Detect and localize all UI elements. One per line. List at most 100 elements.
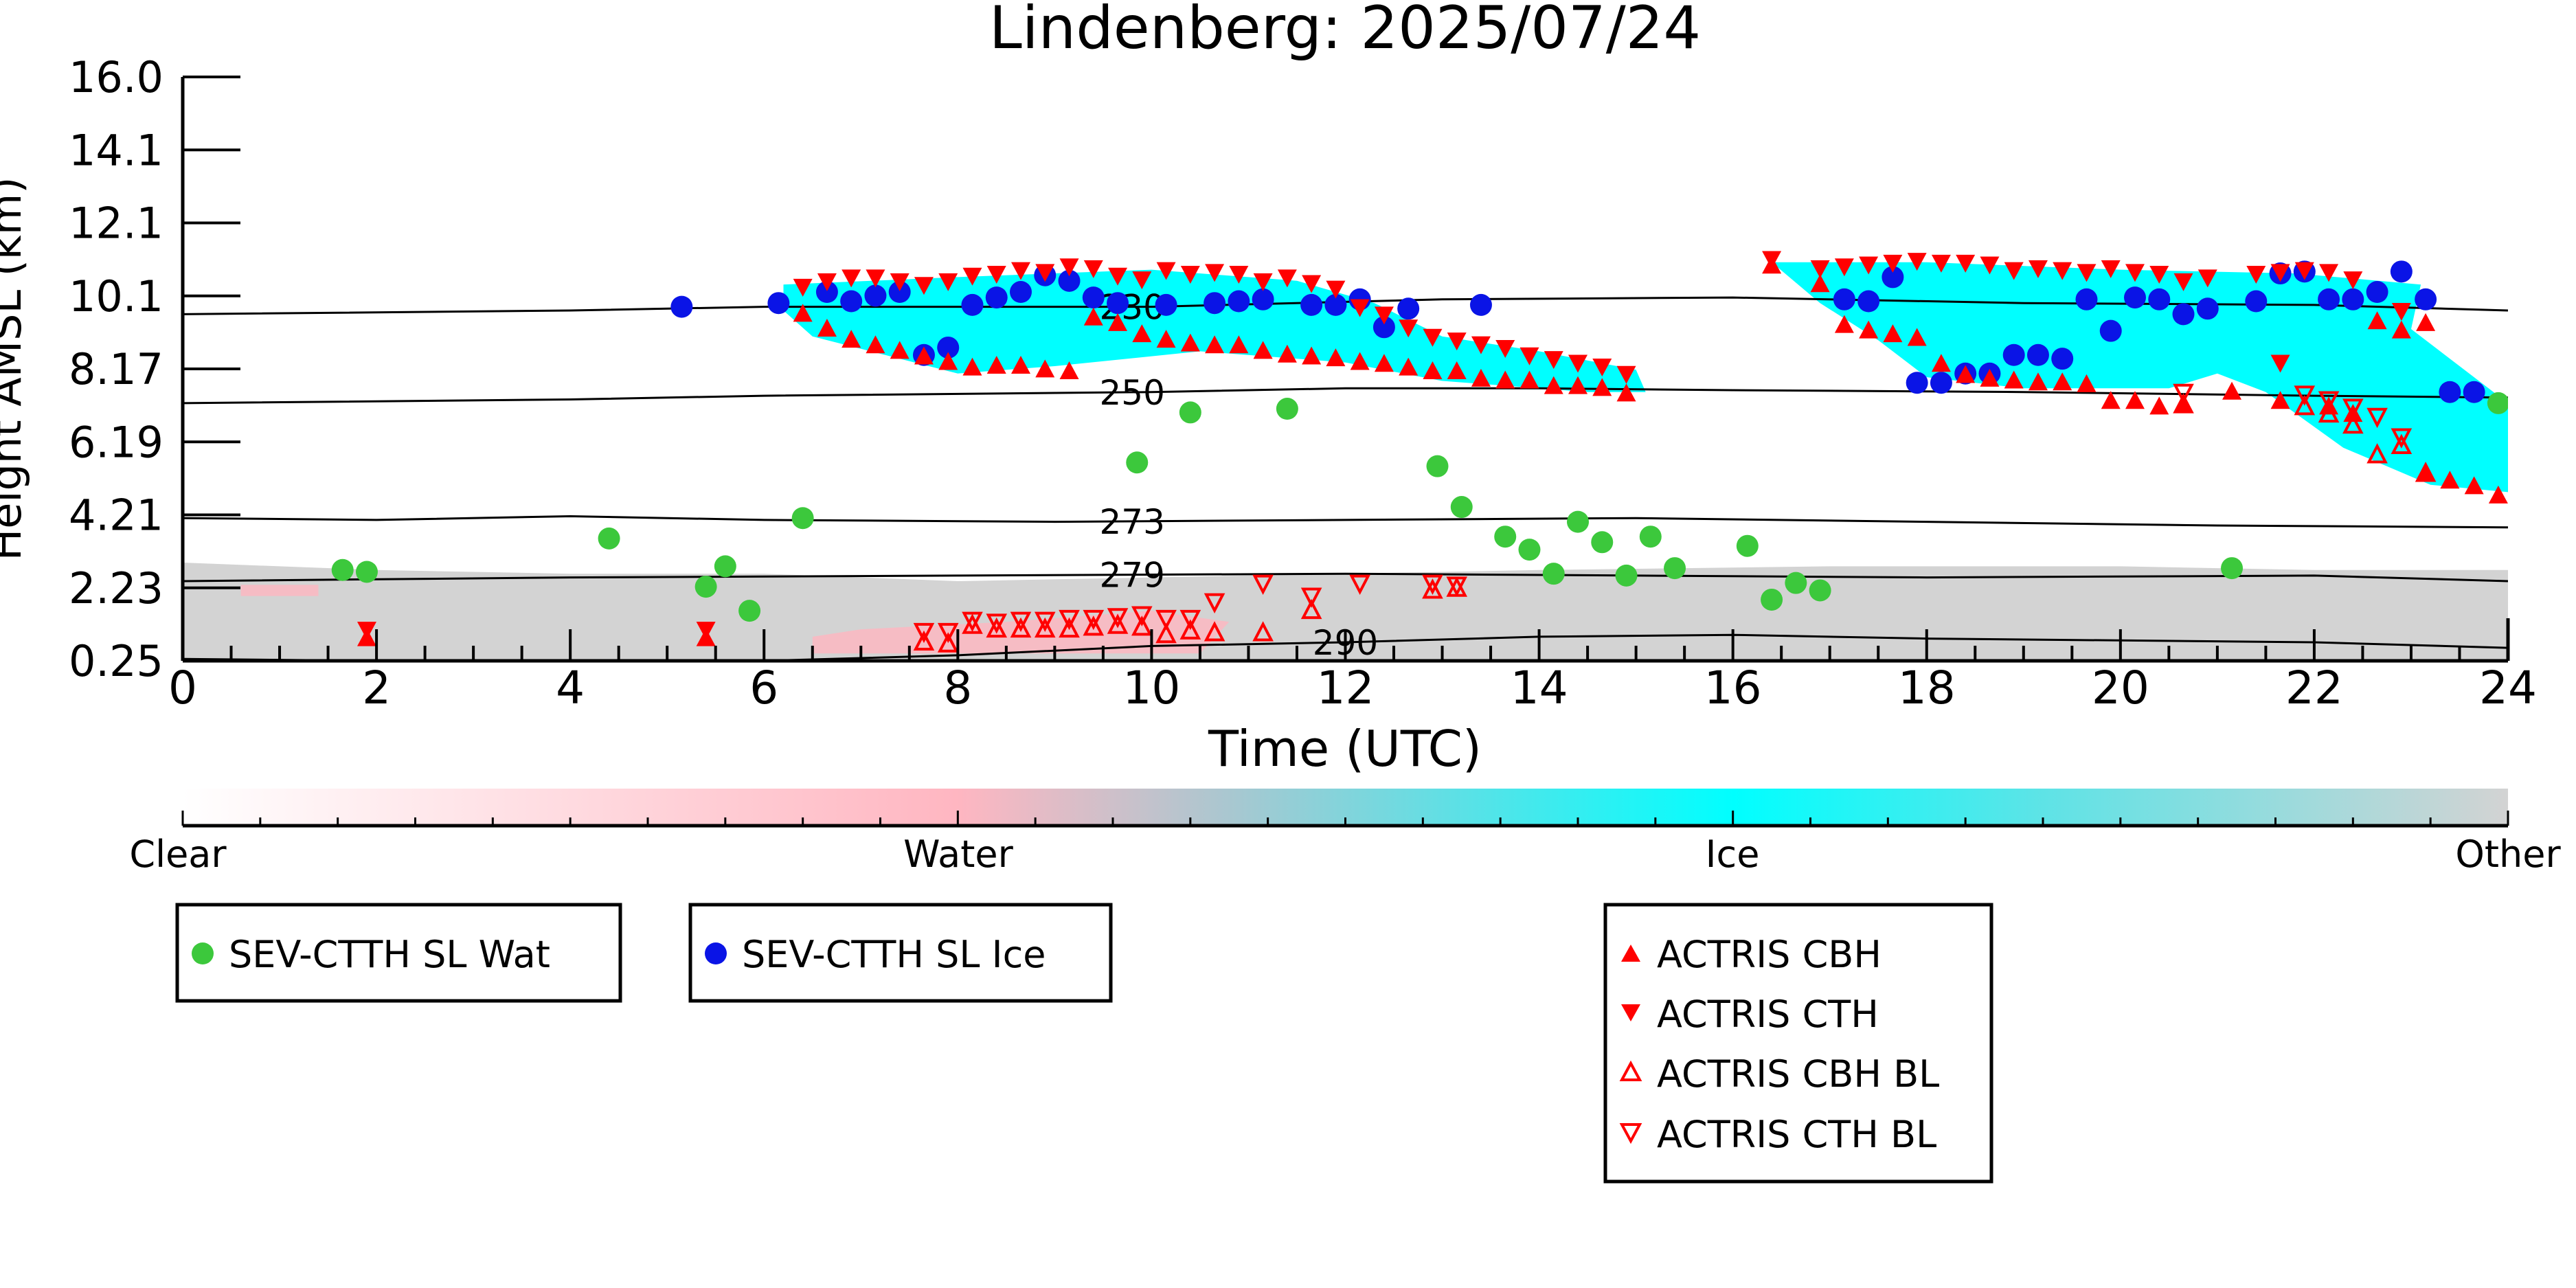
point-actris-cth	[1350, 299, 1370, 317]
legend-label-wat: SEV-CTTH SL Wat	[229, 933, 550, 976]
point-actris-cbh	[1810, 274, 1830, 293]
point-actris-cth	[357, 622, 376, 640]
y-tick-label: 2.23	[69, 563, 163, 613]
point-sev-ctth-sl-ice	[840, 290, 863, 313]
point-actris-cth-bl	[2318, 391, 2340, 411]
point-actris-cbh	[1399, 357, 1419, 376]
point-actris-cth	[1956, 254, 1976, 273]
colorbar-label-ice: Ice	[1706, 833, 1760, 876]
point-sev-ctth-sl-wat	[1664, 557, 1686, 580]
point-sev-ctth-sl-ice	[1882, 266, 1904, 289]
x-tick-label: 2	[362, 662, 391, 714]
point-sev-ctth-sl-wat	[1518, 539, 1541, 561]
point-actris-cth	[2246, 266, 2266, 284]
point-sev-ctth-sl-wat	[2221, 557, 2244, 580]
point-actris-cth-bl	[1107, 608, 1129, 629]
point-actris-cbh-bl	[1034, 617, 1056, 638]
point-sev-ctth-sl-ice	[1228, 290, 1250, 313]
point-actris-cbh	[1011, 355, 1031, 374]
point-actris-cth	[1205, 264, 1225, 282]
point-sev-ctth-sl-ice	[1082, 286, 1105, 309]
point-sev-ctth-sl-wat	[1809, 579, 1831, 602]
point-sev-ctth-sl-wat	[1615, 564, 1638, 587]
point-actris-cbh	[1568, 376, 1588, 394]
point-actris-cth	[1399, 319, 1419, 338]
point-actris-cth	[1253, 273, 1273, 291]
point-actris-cbh-bl	[2415, 462, 2437, 482]
point-actris-cbh	[2270, 391, 2290, 409]
point-actris-cth-bl	[1034, 611, 1056, 632]
point-actris-cth	[2391, 303, 2411, 321]
point-actris-cbh	[2416, 313, 2436, 331]
point-actris-cbh-bl	[1422, 578, 1443, 599]
contour-label-279: 279	[1099, 556, 1164, 596]
point-actris-cbh-bl	[1083, 615, 1105, 636]
x-tick-label: 6	[749, 662, 778, 714]
point-actris-cth	[2270, 264, 2290, 282]
point-actris-cbh	[2440, 471, 2460, 489]
contour-line-273	[183, 515, 2508, 529]
phase-region-water	[240, 585, 319, 596]
point-actris-cbh	[1083, 307, 1103, 326]
cloud-phase-fields	[183, 262, 2508, 661]
y-ticks: 0.25 2.23 4.21 6.19 8.17 10.1 12.1 14.1 16.0	[69, 52, 240, 686]
point-actris-cbh	[2028, 372, 2048, 391]
point-actris-cth	[1156, 262, 1176, 280]
point-actris-cbh	[2053, 372, 2072, 391]
point-actris-cbh	[2149, 396, 2169, 415]
point-actris-cth	[1495, 339, 1515, 358]
point-actris-cbh	[1519, 370, 1539, 389]
point-actris-cbh-bl	[1107, 613, 1129, 634]
contour-label-273: 273	[1099, 502, 1164, 542]
colorbar-ticks	[181, 811, 2509, 826]
point-actris-cth	[1059, 258, 1079, 277]
point-actris-cbh	[986, 355, 1006, 374]
point-actris-cbh	[817, 318, 837, 337]
point-sev-ctth-sl-ice	[670, 295, 693, 318]
point-actris-cbh	[1956, 365, 1976, 383]
point-actris-cth	[2343, 271, 2363, 290]
point-actris-cbh	[1592, 378, 1612, 396]
point-actris-cth	[1229, 266, 1249, 284]
legend-label-cbh: ACTRIS CBH	[1657, 933, 1882, 976]
point-sev-ctth-sl-ice	[1324, 293, 1347, 316]
point-actris-cbh	[1883, 324, 1903, 343]
point-actris-cbh-bl	[2318, 402, 2340, 423]
point-sev-ctth-sl-wat	[1639, 526, 1662, 548]
point-actris-cbh	[1471, 368, 1491, 387]
point-actris-cth	[1180, 266, 1200, 284]
point-actris-cth	[2173, 273, 2193, 291]
x-tick-label: 8	[943, 662, 972, 714]
point-sev-ctth-sl-wat	[1785, 572, 1807, 594]
point-actris-cth	[890, 273, 909, 291]
point-actris-cth	[1762, 251, 1782, 269]
point-sev-ctth-sl-ice	[864, 284, 887, 307]
point-actris-cth-bl	[1083, 609, 1105, 631]
point-actris-cbh	[2222, 381, 2242, 400]
point-sev-ctth-sl-wat	[1276, 398, 1298, 420]
point-sev-ctth-sl-ice	[1857, 290, 1880, 313]
point-actris-cth	[1302, 275, 1322, 293]
point-actris-cth	[2197, 269, 2217, 288]
y-tick-label: 4.21	[69, 490, 163, 541]
point-sev-ctth-sl-wat	[1542, 563, 1565, 585]
point-actris-cth	[1471, 336, 1491, 354]
point-sev-ctth-sl-ice	[1107, 292, 1129, 315]
point-sev-ctth-sl-ice	[2148, 288, 2171, 310]
point-actris-cbh	[1374, 354, 1394, 372]
point-actris-cbh	[1253, 341, 1273, 359]
point-actris-cth	[1907, 253, 1927, 271]
point-actris-cbh-bl	[1155, 622, 1177, 644]
legend-box	[175, 903, 622, 1003]
point-actris-cbh	[2125, 391, 2145, 409]
point-actris-cbh	[890, 341, 909, 359]
point-actris-cbh	[2367, 311, 2387, 330]
x-tick-label: 22	[2285, 662, 2343, 714]
point-actris-cbh	[2464, 476, 2484, 495]
y-tick-label: 12.1	[69, 199, 163, 249]
point-sev-ctth-sl-wat	[1591, 531, 1614, 554]
point-actris-cth	[1132, 271, 1152, 290]
point-sev-ctth-sl-wat	[791, 507, 814, 530]
